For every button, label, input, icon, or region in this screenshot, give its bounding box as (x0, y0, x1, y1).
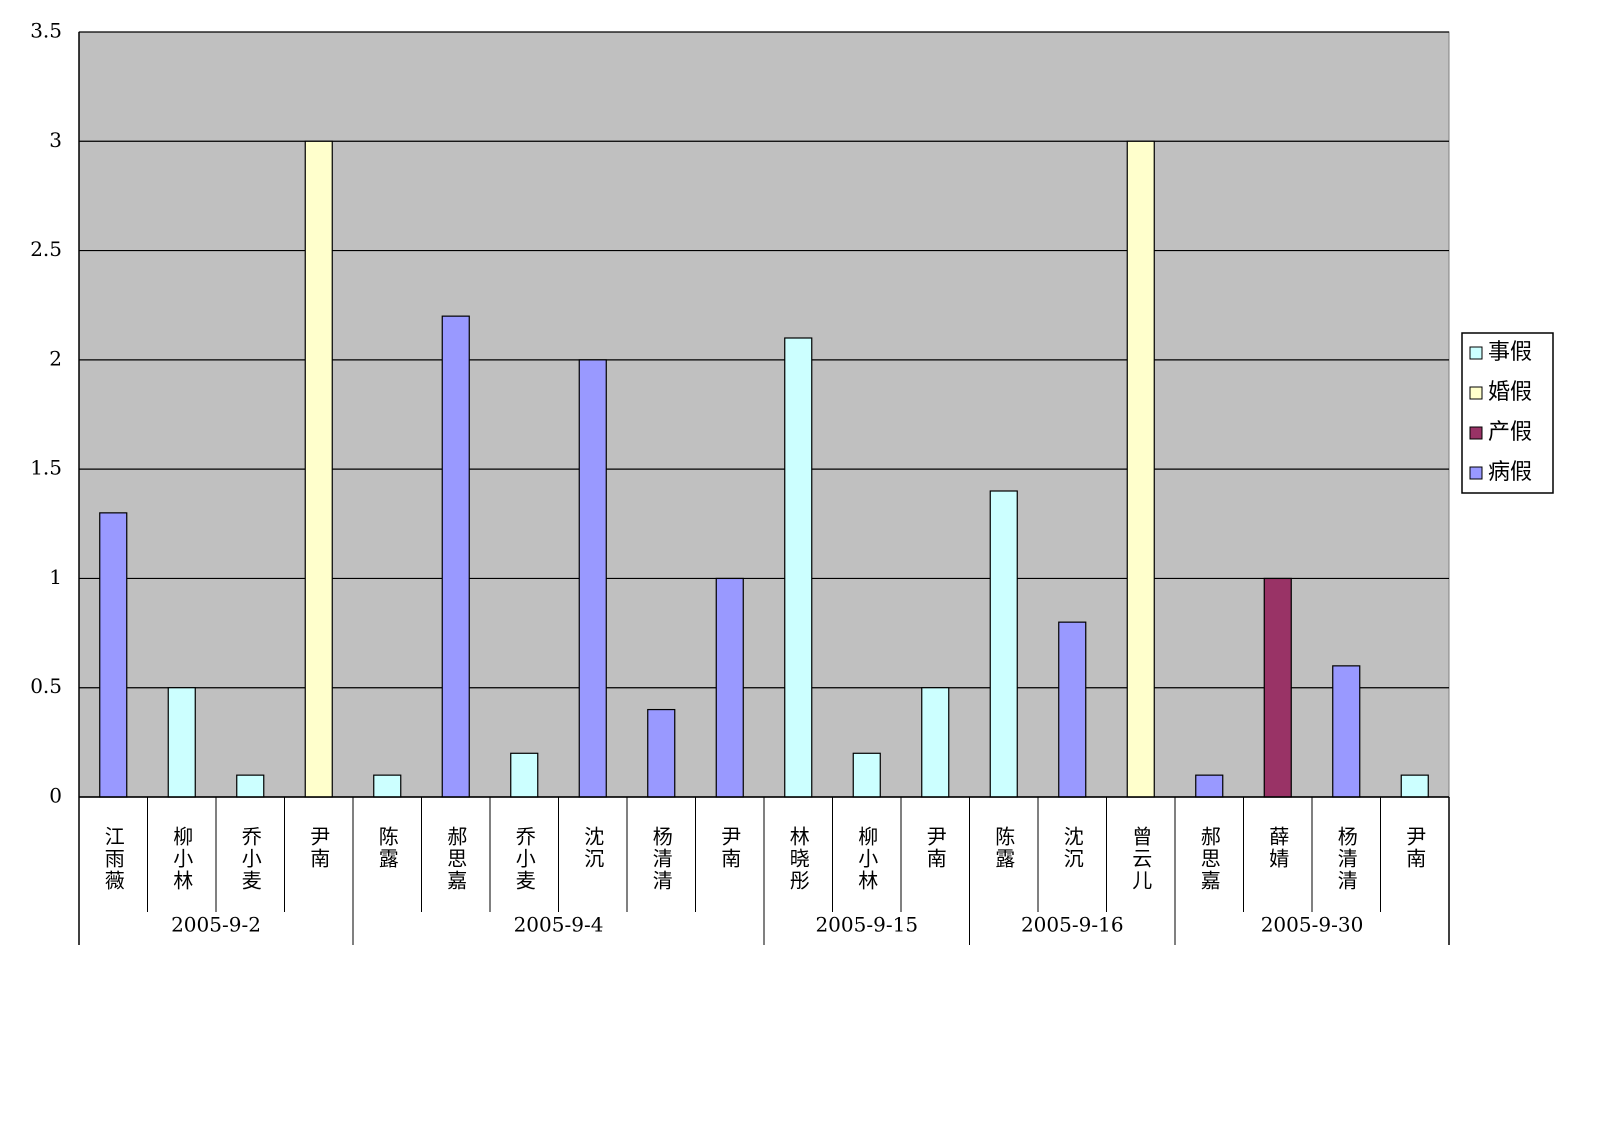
x-tick-label: 尹南 (923, 826, 947, 870)
bar (1195, 774, 1224, 798)
x-tick-label: 曾云儿 (1129, 826, 1153, 892)
x-tick-label: 郝思嘉 (1197, 826, 1221, 892)
x-tick-label: 尹南 (1403, 826, 1427, 870)
group-label: 2005-9-16 (1021, 913, 1124, 937)
x-tick-label: 薛婧 (1266, 826, 1290, 870)
y-tick-label: 0 (49, 784, 62, 808)
y-tick-label: 3.5 (30, 19, 62, 43)
y-tick-label: 0.5 (30, 674, 62, 698)
x-tick-label: 柳小林 (170, 826, 194, 892)
bar (99, 512, 128, 798)
bar (715, 577, 744, 798)
bar (1400, 774, 1429, 798)
bar (1058, 621, 1087, 798)
legend-label: 事假 (1488, 340, 1532, 365)
bar (989, 490, 1018, 798)
y-tick-label: 2 (49, 346, 62, 370)
bar (167, 687, 196, 798)
x-tick-label: 沈沉 (1060, 826, 1084, 870)
legend-label: 病假 (1488, 460, 1532, 485)
group-label: 2005-9-4 (514, 913, 604, 937)
y-tick-label: 2.5 (30, 237, 62, 261)
bar (304, 140, 333, 798)
x-tick-label: 陈露 (375, 826, 399, 870)
group-label: 2005-9-30 (1261, 913, 1364, 937)
x-tick-label: 尹南 (718, 826, 742, 870)
legend-swatch (1469, 466, 1483, 480)
bar (373, 774, 402, 798)
x-tick-label: 江雨薇 (101, 826, 125, 892)
bar (236, 774, 265, 798)
group-label: 2005-9-15 (815, 913, 918, 937)
bar (784, 337, 813, 798)
bar (578, 359, 607, 798)
legend-label: 婚假 (1488, 380, 1532, 405)
x-tick-label: 郝思嘉 (444, 826, 468, 892)
x-tick-label: 尹南 (307, 826, 331, 870)
y-tick-label: 3 (49, 128, 62, 152)
x-tick-label: 柳小林 (855, 826, 879, 892)
x-tick-label: 杨清清 (649, 826, 673, 892)
x-tick-label: 杨清清 (1334, 826, 1358, 892)
legend-box (1461, 332, 1554, 494)
bar (1126, 140, 1155, 798)
bar (921, 687, 950, 798)
bar (441, 315, 470, 798)
y-tick-label: 1 (49, 565, 62, 589)
bar (1332, 665, 1361, 798)
legend-swatch (1469, 426, 1483, 440)
x-tick-label: 乔小麦 (238, 826, 262, 892)
legend-swatch (1469, 386, 1483, 400)
bar (647, 708, 676, 798)
bar (852, 752, 881, 798)
legend-swatch (1469, 346, 1483, 360)
x-tick-label: 陈露 (992, 826, 1016, 870)
bar (510, 752, 539, 798)
x-tick-label: 林晓彤 (786, 826, 810, 892)
plot-area (78, 31, 1450, 798)
y-tick-label: 1.5 (30, 456, 62, 480)
legend-label: 产假 (1488, 420, 1532, 445)
x-tick-label: 沈沉 (581, 826, 605, 870)
bar (1263, 577, 1292, 798)
x-tick-label: 乔小麦 (512, 826, 536, 892)
group-label: 2005-9-2 (171, 913, 261, 937)
